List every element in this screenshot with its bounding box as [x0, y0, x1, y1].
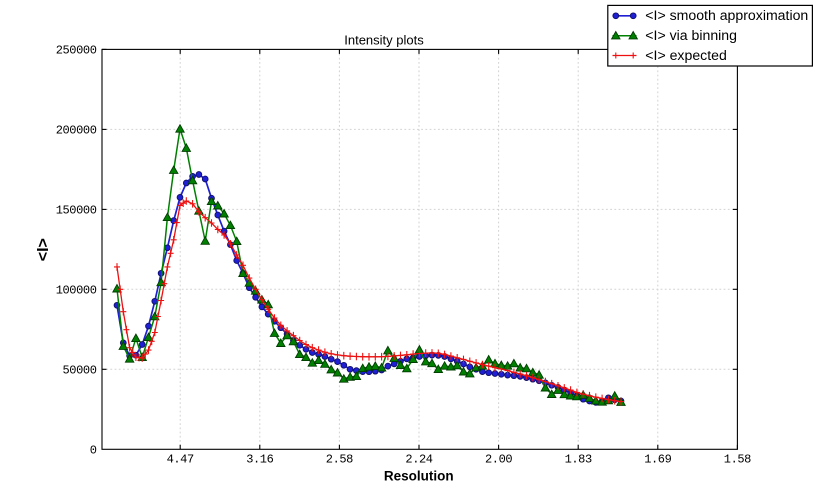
svg-text:<I>: <I>: [35, 238, 52, 261]
svg-text:<I> expected: <I> expected: [645, 47, 727, 63]
svg-text:2.00: 2.00: [485, 453, 512, 467]
svg-text:100000: 100000: [56, 284, 97, 298]
svg-text:<I> via binning: <I> via binning: [645, 27, 737, 43]
svg-text:<I> smooth approximation: <I> smooth approximation: [645, 7, 808, 23]
svg-text:4.47: 4.47: [167, 453, 194, 467]
svg-text:50000: 50000: [62, 364, 96, 378]
svg-text:150000: 150000: [56, 204, 97, 218]
svg-text:250000: 250000: [56, 44, 97, 58]
svg-text:1.58: 1.58: [724, 453, 751, 467]
svg-text:1.69: 1.69: [644, 453, 671, 467]
svg-text:Intensity plots: Intensity plots: [344, 33, 424, 48]
svg-text:Resolution: Resolution: [384, 469, 454, 484]
svg-text:200000: 200000: [56, 124, 97, 138]
svg-text:2.24: 2.24: [405, 453, 432, 467]
svg-text:3.16: 3.16: [246, 453, 273, 467]
svg-text:1.83: 1.83: [565, 453, 592, 467]
svg-text:0: 0: [90, 444, 97, 458]
svg-text:2.58: 2.58: [326, 453, 353, 467]
